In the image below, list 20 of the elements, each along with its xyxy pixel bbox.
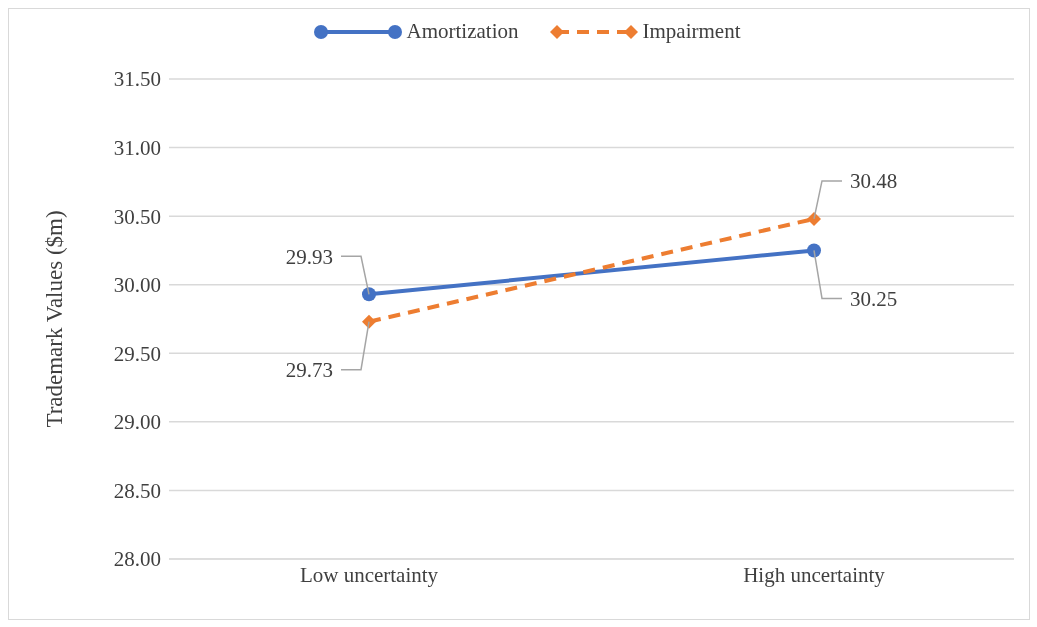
data-label: 29.73 [285, 358, 333, 383]
point [807, 211, 821, 226]
data-label: 29.93 [285, 244, 333, 269]
y-tick-label: 29.00 [113, 410, 161, 435]
y-tick-label: 30.50 [113, 204, 161, 229]
y-tick-label: 29.50 [113, 341, 161, 366]
point [362, 287, 376, 302]
legend-label: Amortization [406, 19, 519, 44]
x-tick-label: High uncertainty [743, 562, 886, 587]
y-tick-label: 31.50 [113, 67, 161, 92]
point [807, 243, 821, 258]
y-axis-title: Trademark Values ($m) [42, 210, 68, 428]
y-tick-label: 28.50 [113, 478, 161, 503]
x-tick-label: Low uncertainty [299, 562, 439, 587]
y-tick-label: 28.00 [113, 547, 161, 572]
data-label: 30.48 [850, 169, 898, 194]
y-tick-label: 30.00 [113, 273, 161, 298]
legend-label: Impairment [642, 19, 741, 44]
data-label: 30.25 [850, 286, 898, 311]
y-tick-label: 31.00 [113, 136, 161, 161]
